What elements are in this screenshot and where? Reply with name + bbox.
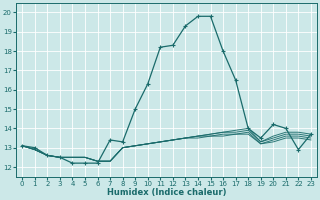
X-axis label: Humidex (Indice chaleur): Humidex (Indice chaleur) <box>107 188 226 197</box>
